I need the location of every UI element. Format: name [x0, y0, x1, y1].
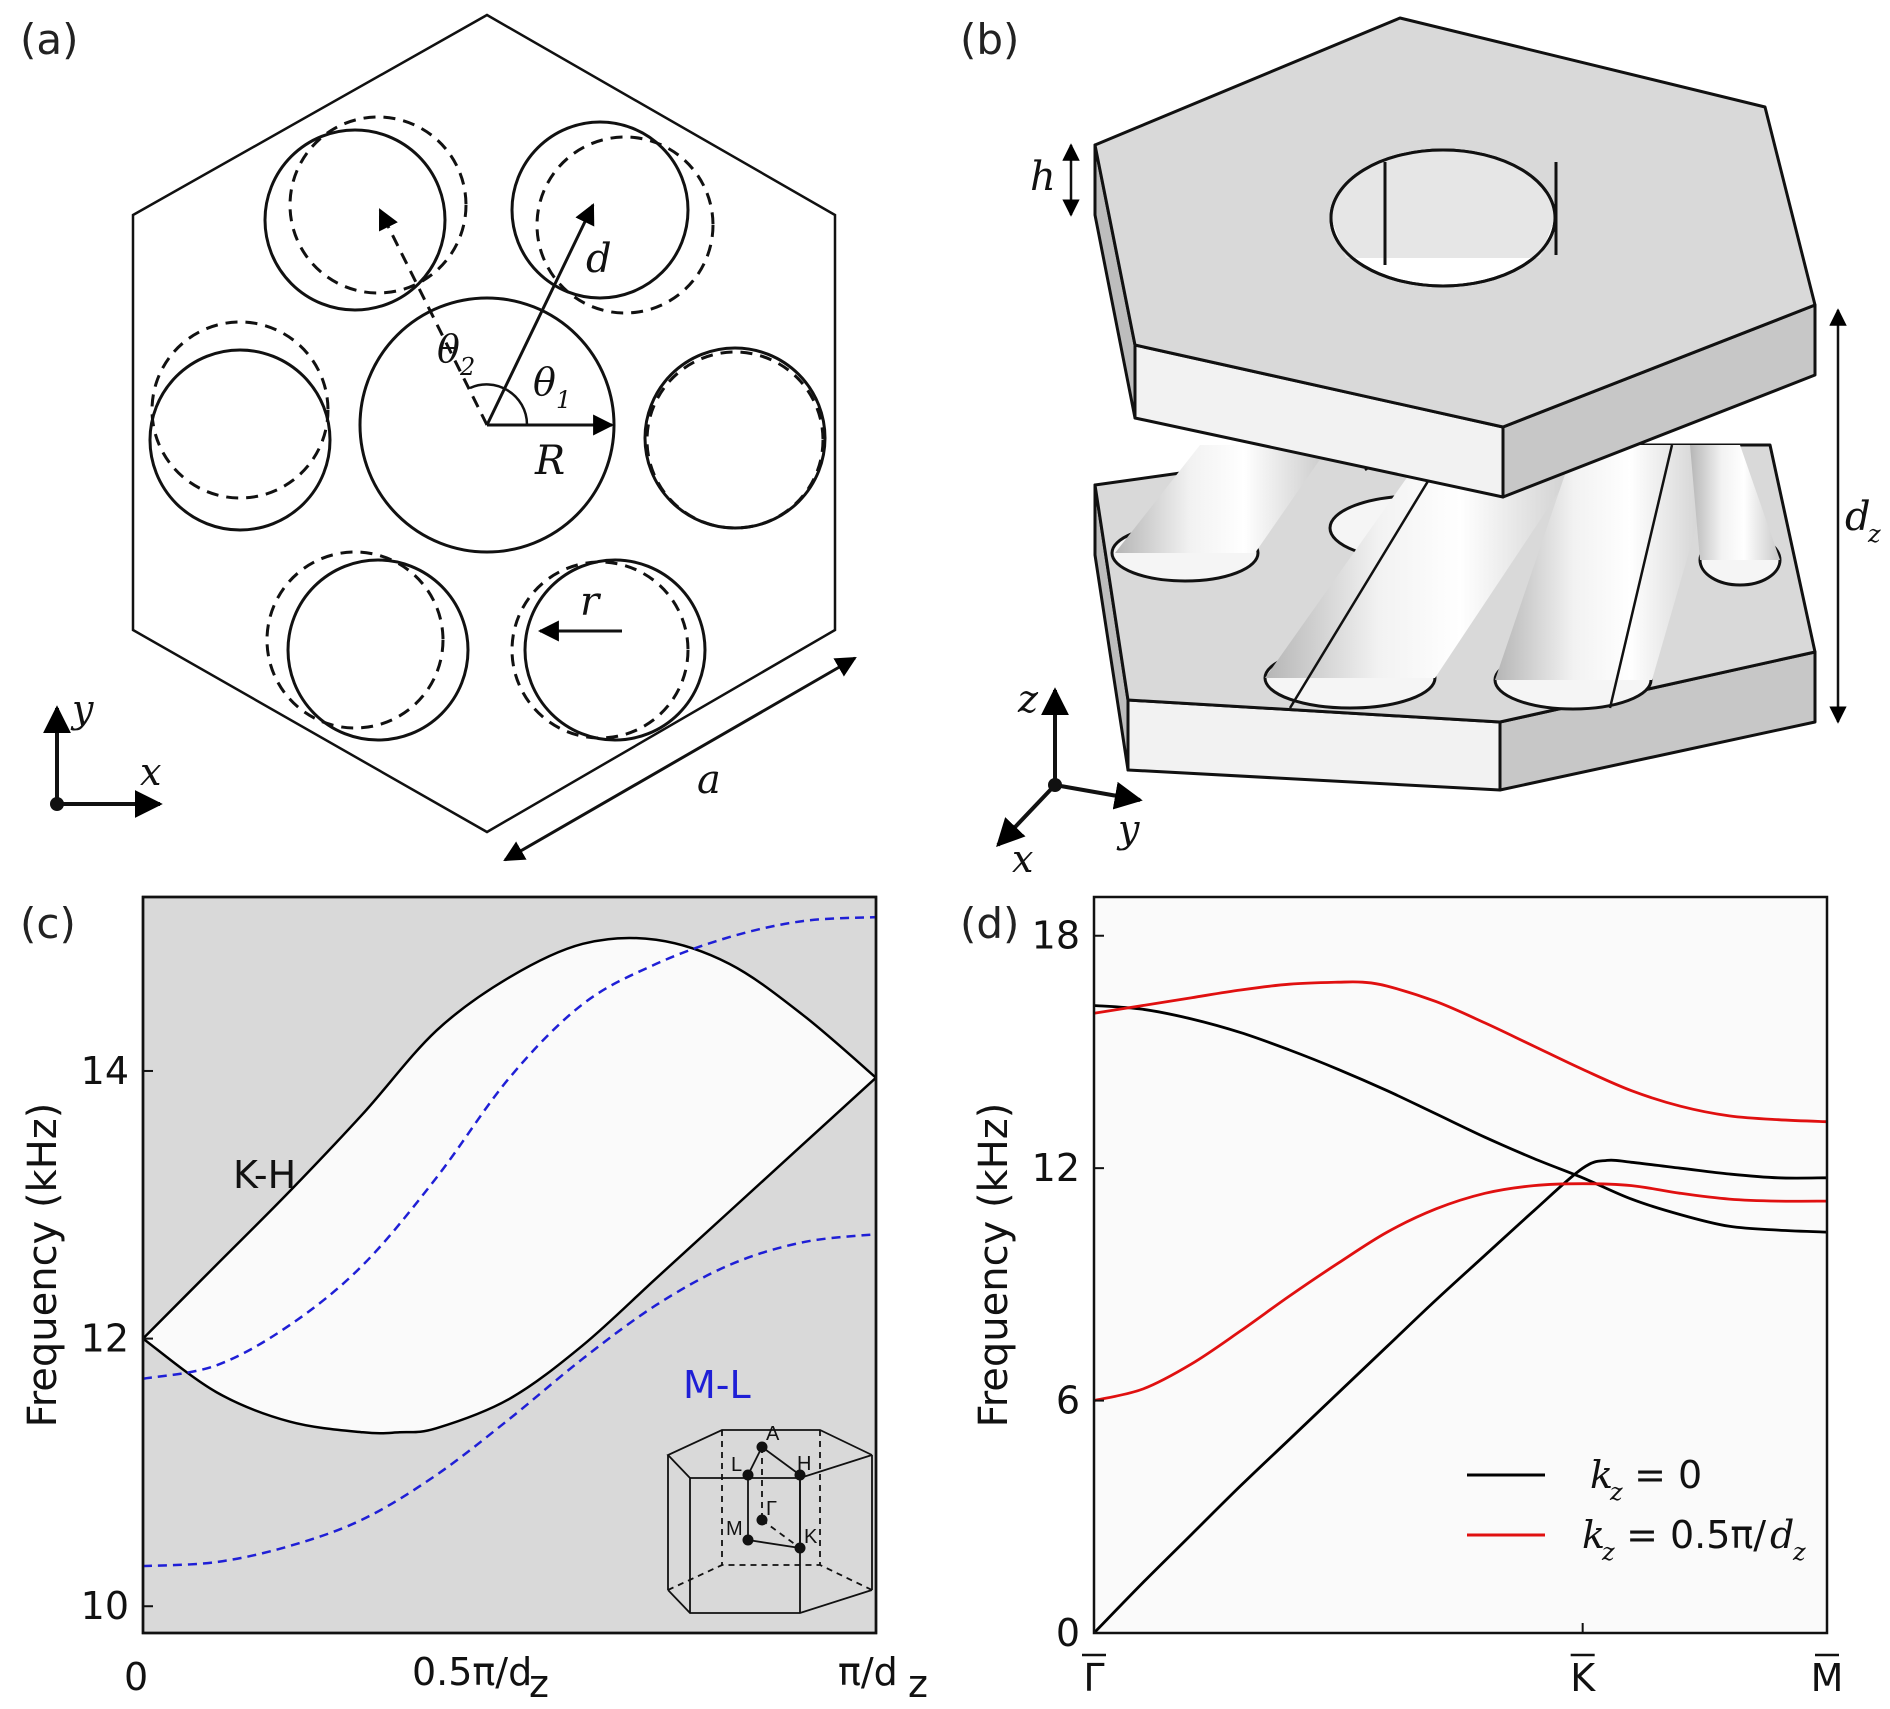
label-a: a	[697, 757, 721, 803]
svg-text:= 0: = 0	[1622, 1453, 1702, 1497]
top-plate-hole	[1329, 148, 1558, 288]
bz-label-Gamma: Γ	[766, 1498, 777, 1520]
legend-entry-kz-half: k z = 0.5π/ d z	[1467, 1513, 1806, 1566]
c-series-2	[142, 915, 877, 1380]
small-holes-dashed	[150, 115, 825, 740]
axes-xy: y x	[43, 687, 163, 818]
svg-text:2: 2	[459, 353, 475, 381]
d-ytick-label-3: 18	[1032, 914, 1080, 958]
panel-c-xticks: 0 0.5π/d z π/d z	[124, 1650, 928, 1706]
axis-label-y3d: y	[1116, 807, 1140, 851]
axis-label-y: y	[70, 687, 94, 731]
svg-text:= 0.5π/: = 0.5π/	[1614, 1513, 1766, 1557]
vector-a	[503, 656, 857, 862]
annotation-ml: M-L	[683, 1363, 751, 1407]
bz-label-L: L	[731, 1454, 742, 1476]
panel-a: (a) d θ 2	[20, 13, 857, 862]
c-series-3	[142, 1232, 877, 1568]
svg-text:1: 1	[556, 386, 571, 414]
svg-text:z: z	[1867, 520, 1881, 548]
label-r: r	[580, 579, 602, 625]
panel-d-label: (d)	[960, 899, 1019, 948]
d-series-1	[1092, 1158, 1828, 1634]
d-series-0	[1093, 1004, 1828, 1234]
c-ytick-label-1: 12	[81, 1317, 129, 1361]
c-series-1	[142, 1076, 877, 1435]
label-R: R	[534, 438, 565, 484]
bz-label-H: H	[797, 1453, 811, 1475]
c-xtick-half-sub: z	[529, 1662, 549, 1706]
panel-c-label: (c)	[20, 899, 76, 948]
svg-text:z: z	[1792, 1538, 1806, 1566]
vector-dashed	[378, 208, 489, 426]
bz-label-K: K	[804, 1526, 818, 1548]
svg-text:z: z	[1609, 1478, 1623, 1506]
panel-c-frame	[141, 895, 878, 1635]
axis-label-x3d: x	[1012, 837, 1033, 881]
label-d: d	[586, 236, 612, 282]
cylinders	[1115, 438, 1780, 709]
panel-a-label: (a)	[20, 15, 79, 64]
axes-xyz: z y x	[996, 677, 1143, 881]
svg-text:k: k	[1582, 1513, 1605, 1557]
c-xtick-pi-sub: z	[908, 1662, 928, 1706]
label-theta2: θ 2	[437, 327, 475, 381]
d-ytick-label-1: 6	[1056, 1379, 1080, 1423]
panel-d-ylabel: Frequency (kHz)	[971, 1103, 1017, 1428]
d-ytick-label-0: 0	[1056, 1611, 1080, 1655]
panel-c: (c) 10 12 14 0 0.5π/d z π/d z Frequency (k…	[20, 895, 928, 1706]
c-series-0	[142, 936, 877, 1340]
label-dz: d	[1845, 494, 1871, 540]
d-xtick-label-2: M	[1811, 1656, 1844, 1700]
panel-d-legend: k z = 0 k z = 0.5π/ d z	[1467, 1453, 1806, 1566]
svg-text:d: d	[1770, 1513, 1794, 1557]
c-ytick-label-0: 10	[81, 1584, 129, 1628]
hexagon-unit-cell	[131, 13, 837, 834]
panel-c-yticks: 10 12 14	[81, 1049, 153, 1628]
panel-c-series	[142, 915, 877, 1568]
legend-entry-kz0: k z = 0	[1467, 1453, 1702, 1506]
small-holes-solid	[148, 120, 827, 742]
panel-d-series	[1092, 980, 1828, 1634]
dimension-dz: d z	[1829, 308, 1881, 724]
panel-c-band-fill	[143, 937, 876, 1434]
d-series-3	[1093, 1182, 1828, 1402]
brillouin-zone-inset: A L H Γ M K	[666, 1423, 873, 1614]
dimension-h: h	[1030, 143, 1080, 217]
svg-text:z: z	[1601, 1538, 1615, 1566]
panel-d: (d) 0 6 12 18 Γ K M Frequency (kHz) k z = 0 k…	[960, 895, 1843, 1700]
c-xtick-0: 0	[124, 1655, 148, 1699]
annotation-kh: K-H	[233, 1153, 296, 1197]
d-series-2	[1093, 980, 1828, 1124]
svg-text:θ: θ	[437, 327, 460, 371]
angle-arc-theta2	[469, 383, 508, 392]
c-ytick-label-2: 14	[81, 1049, 129, 1093]
axis-label-z: z	[1017, 677, 1039, 721]
c-xtick-half: 0.5π/d	[412, 1650, 532, 1694]
c-xtick-pi: π/d	[838, 1650, 898, 1694]
d-ytick-label-2: 12	[1032, 1146, 1080, 1190]
panel-b: (b)	[960, 15, 1881, 881]
panel-d-yticks: 0 6 12 18	[1032, 914, 1104, 1655]
d-xtick-label-0: Γ	[1083, 1656, 1104, 1700]
panel-d-frame	[1092, 895, 1829, 1635]
bz-label-A: A	[766, 1423, 780, 1445]
d-xtick-label-1: K	[1570, 1656, 1596, 1700]
panel-b-label: (b)	[960, 15, 1019, 64]
label-h: h	[1030, 154, 1056, 200]
label-theta1: θ 1	[533, 360, 571, 414]
bz-label-M: M	[726, 1518, 743, 1540]
svg-text:k: k	[1590, 1453, 1613, 1497]
panel-c-ylabel: Frequency (kHz)	[20, 1103, 66, 1428]
axis-label-x: x	[140, 750, 161, 794]
angle-arc-theta1	[506, 388, 529, 426]
svg-text:θ: θ	[533, 360, 556, 404]
